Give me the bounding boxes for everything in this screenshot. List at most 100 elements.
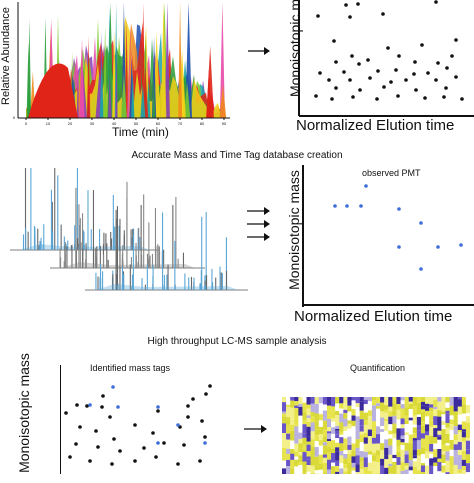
heatmap-cell [401,462,405,471]
heatmap-cell [405,435,409,443]
heatmap-cell [347,429,351,437]
heatmap-cell [327,416,331,419]
heatmap-cell [343,464,347,468]
heatmap-cell [294,401,298,405]
mass-elution-point [357,62,361,66]
mass-elution-point [334,60,338,64]
heatmap-cell [421,402,425,405]
heatmap-cell [425,458,429,465]
heatmap-cell [347,412,351,421]
heatmap-cell [372,411,376,421]
heatmap-cell [372,461,376,468]
heatmap-cell [425,424,429,431]
heatmap-cell [437,397,441,402]
identified-tag-highlight [156,405,160,409]
heatmap-cell [409,420,413,426]
identified-tag-point [96,445,100,449]
heatmap-cell [311,466,315,470]
mass-elution-point [394,68,398,72]
heatmap-cell [331,411,335,418]
heatmap-cell [343,450,347,454]
mass-elution-point [330,97,334,101]
heatmap-cell [356,397,360,403]
heatmap-cell [433,437,437,443]
heatmap-cell [335,429,339,431]
heatmap-cell [380,443,384,450]
heatmap-cell [441,438,445,445]
heatmap-cell [445,402,449,407]
caption-lcms-analysis: High throughput LC-MS sample analysis [0,336,474,347]
heatmap-cell [343,419,347,427]
heatmap-cell [323,418,327,421]
heatmap-cell [462,429,466,432]
heatmap-cell [413,406,417,410]
heatmap-cell [331,397,335,406]
heatmap-cell [372,468,376,474]
heatmap-cell [405,397,409,405]
heatmap-cell [458,432,462,438]
mass-elution-point [351,95,355,99]
heatmap-cell [364,425,368,433]
heatmap-cell [315,435,319,441]
identified-tag-point [151,431,155,435]
mass-elution-point [350,54,354,58]
heatmap-cell [347,463,351,470]
heatmap-cell [421,412,425,421]
heatmap-cell [307,422,311,427]
heatmap-cell [409,404,413,409]
mass-elution-point [348,15,352,19]
heatmap-cell [462,397,466,404]
heatmap-cell [302,462,306,468]
heatmap-cell [405,415,409,420]
chromatogram-x-tick-label: 80 [200,121,205,126]
heatmap-cell [458,430,462,432]
arrow-4 [247,233,270,241]
heatmap-cell [450,440,454,450]
heatmap-cell [286,407,290,417]
heatmap-cell [421,463,425,465]
heatmap-cell [413,461,417,466]
heatmap-cell [401,442,405,445]
identified-tag-point [118,449,122,453]
chromatogram-x-tick-label: 0 [25,121,28,126]
heatmap-cell [294,460,298,467]
heatmap-cell [339,451,343,455]
heatmap-cell [282,402,286,411]
heatmap-cell [323,421,327,430]
heatmap-cell [351,451,355,457]
identified-tag-point [68,455,72,459]
heatmap-cell [450,397,454,406]
heatmap-cell [392,434,396,439]
heatmap-cell [380,426,384,429]
heatmap-cell [441,466,445,473]
heatmap-cell [347,397,351,406]
heatmap-cell [462,460,466,466]
heatmap-cell [290,454,294,460]
mass-elution-point [434,78,438,82]
heatmap-cell [339,455,343,463]
heatmap-cell [343,397,347,405]
heatmap-cell [376,434,380,443]
mass-elution-point [444,86,448,90]
heatmap-cell [315,465,319,470]
heatmap-cell [339,422,343,431]
heatmap-cell [319,403,323,406]
heatmap-cell [307,415,311,418]
heatmap-cell [417,411,421,414]
heatmap-cell [360,469,364,474]
heatmap-cell [458,438,462,442]
heatmap-cell [327,433,331,439]
heatmap-cell [290,425,294,431]
arrows-group [247,203,271,243]
mass-elution-point [381,12,385,16]
heatmap-cell [323,430,327,436]
heatmap-cell [282,461,286,469]
spectra-svg [10,168,250,298]
heatmap-cell [311,439,315,446]
heatmap-cell [282,416,286,423]
mass-elution-point [334,86,338,90]
heatmap-cell [392,411,396,416]
heatmap-cell [339,437,343,443]
heatmap-cell [384,410,388,413]
heatmap-cell [380,403,384,412]
